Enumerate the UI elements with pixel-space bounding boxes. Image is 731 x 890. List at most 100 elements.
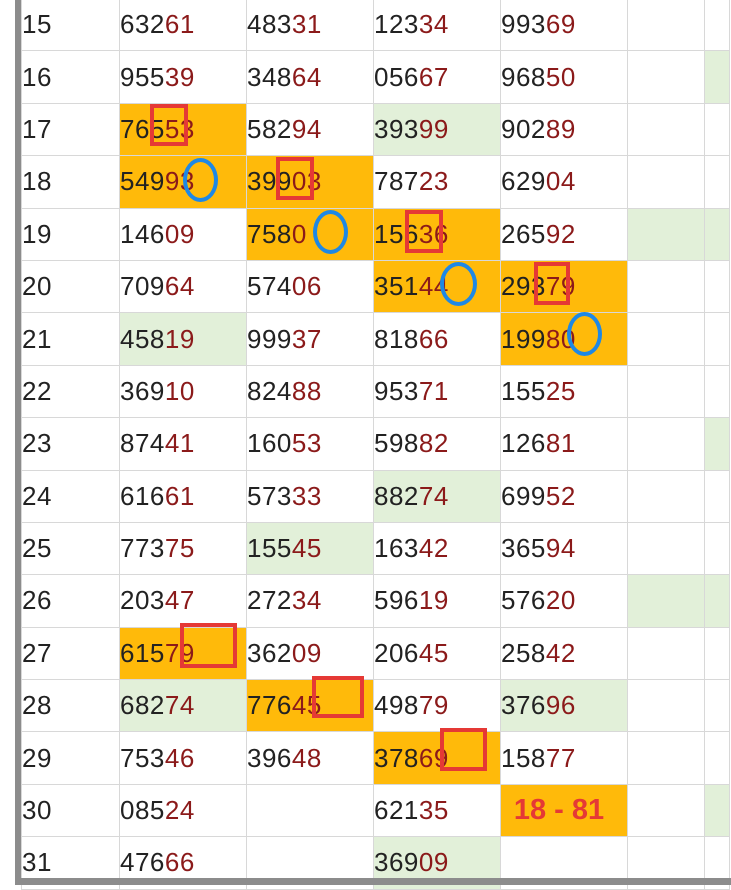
table-row: 23 87441 16053 59882 12681 bbox=[21, 417, 730, 471]
result-cell: 99369 bbox=[500, 0, 628, 52]
number-lead-digits: 160 bbox=[247, 428, 292, 459]
day-number: 27 bbox=[21, 626, 120, 681]
number-tail-digits: 23 bbox=[418, 166, 449, 197]
result-cell: 96850 bbox=[500, 50, 628, 104]
number-lead-digits: 574 bbox=[247, 271, 292, 302]
number-lead-digits: 348 bbox=[247, 61, 292, 92]
number-tail-digits: 25 bbox=[545, 375, 576, 406]
table-row: 16 95539 34864 05667 96850 bbox=[21, 50, 730, 104]
number-lead-digits: 146 bbox=[120, 218, 165, 249]
number-lead-digits: 573 bbox=[247, 480, 292, 511]
result-cell: 36910 bbox=[119, 364, 247, 419]
number-lead-digits: 155 bbox=[247, 533, 292, 564]
number-lead-digits: 629 bbox=[501, 166, 546, 197]
number-tail-digits: 67 bbox=[418, 61, 449, 92]
number-lead-digits: 776 bbox=[247, 690, 292, 721]
number-tail-digits: 0 bbox=[291, 218, 307, 249]
number-tail-digits: 47 bbox=[164, 585, 195, 616]
number-tail-digits: 45 bbox=[291, 533, 322, 564]
edge-cell bbox=[704, 731, 730, 785]
result-cell: 90289 bbox=[500, 102, 628, 157]
number-tail-digits: 94 bbox=[291, 113, 322, 144]
day-number: 28 bbox=[21, 679, 120, 733]
empty-cell bbox=[627, 521, 705, 576]
number-tail-digits: 03 bbox=[291, 166, 322, 197]
day-number: 18 bbox=[21, 155, 120, 209]
number-tail-digits: 09 bbox=[164, 218, 195, 249]
number-tail-digits: 09 bbox=[418, 847, 449, 878]
number-lead-digits: 158 bbox=[501, 742, 546, 773]
number-lead-digits: 632 bbox=[120, 9, 165, 40]
number-tail-digits: 64 bbox=[291, 61, 322, 92]
result-cell: 63261 bbox=[119, 0, 247, 52]
number-tail-digits: 37 bbox=[291, 323, 322, 354]
number-tail-digits: 94 bbox=[545, 533, 576, 564]
number-tail-digits: 66 bbox=[418, 323, 449, 354]
number-tail-digits: 71 bbox=[418, 375, 449, 406]
result-cell: 19980 bbox=[500, 312, 628, 366]
result-cell: 81866 bbox=[373, 312, 501, 366]
number-lead-digits: 458 bbox=[120, 323, 165, 354]
number-lead-digits: 376 bbox=[501, 690, 546, 721]
result-cell: 99937 bbox=[246, 312, 374, 366]
number-lead-digits: 598 bbox=[374, 428, 419, 459]
number-lead-digits: 596 bbox=[374, 585, 419, 616]
result-cell: 35144 bbox=[373, 259, 501, 314]
day-number: 17 bbox=[21, 102, 120, 157]
number-tail-digits: 44 bbox=[418, 271, 449, 302]
number-lead-digits: 582 bbox=[247, 113, 292, 144]
number-lead-digits: 265 bbox=[501, 218, 546, 249]
table-row: 18 54993 39903 78723 62904 bbox=[21, 155, 730, 209]
number-tail-digits: 75 bbox=[164, 533, 195, 564]
result-cell: 57620 bbox=[500, 574, 628, 628]
result-cell: 77645 bbox=[246, 679, 374, 733]
number-tail-digits: 50 bbox=[545, 61, 576, 92]
number-tail-digits: 69 bbox=[418, 742, 449, 773]
number-tail-digits: 48 bbox=[291, 742, 322, 773]
number-tail-digits: 79 bbox=[418, 690, 449, 721]
empty-cell bbox=[627, 417, 705, 471]
result-cell: 82488 bbox=[246, 364, 374, 419]
result-cell: 62135 bbox=[373, 783, 501, 838]
number-tail-digits: 45 bbox=[418, 637, 449, 668]
table-row: 28 68274 77645 49879 37696 bbox=[21, 679, 730, 733]
result-cell: 70964 bbox=[119, 259, 247, 314]
number-lead-digits: 258 bbox=[501, 637, 546, 668]
number-lead-digits: 393 bbox=[374, 113, 419, 144]
result-cell: 36209 bbox=[246, 626, 374, 681]
number-tail-digits: 35 bbox=[418, 795, 449, 826]
number-lead-digits: 206 bbox=[374, 637, 419, 668]
number-tail-digits: 41 bbox=[164, 428, 195, 459]
table-row: 25 77375 15545 16342 36594 bbox=[21, 521, 730, 576]
number-lead-digits: 549 bbox=[120, 166, 165, 197]
number-tail-digits: 64 bbox=[164, 271, 195, 302]
number-tail-digits: 45 bbox=[291, 690, 322, 721]
result-cell: 49879 bbox=[373, 679, 501, 733]
number-tail-digits: 99 bbox=[418, 113, 449, 144]
number-tail-digits: 88 bbox=[291, 375, 322, 406]
number-tail-digits: 96 bbox=[545, 690, 576, 721]
empty-cell bbox=[627, 50, 705, 104]
number-lead-digits: 293 bbox=[501, 271, 546, 302]
number-lead-digits: 993 bbox=[501, 9, 546, 40]
edge-cell bbox=[704, 0, 730, 52]
result-cell: 15525 bbox=[500, 364, 628, 419]
table-row: 26 20347 27234 59619 57620 bbox=[21, 574, 730, 628]
number-tail-digits: 77 bbox=[545, 742, 576, 773]
result-cell: 61661 bbox=[119, 469, 247, 523]
number-lead-digits: 955 bbox=[120, 61, 165, 92]
number-lead-digits: 085 bbox=[120, 795, 165, 826]
number-tail-digits: 61 bbox=[164, 9, 195, 40]
number-tail-digits: 74 bbox=[164, 690, 195, 721]
empty-cell bbox=[627, 626, 705, 681]
table-row: 30 08524 62135 18 - 81 bbox=[21, 783, 730, 838]
result-cell: 59882 bbox=[373, 417, 501, 471]
number-tail-digits: 42 bbox=[418, 533, 449, 564]
empty-cell bbox=[627, 312, 705, 366]
edge-cell bbox=[704, 417, 730, 471]
number-tail-digits: 46 bbox=[164, 742, 195, 773]
number-lead-digits: 126 bbox=[501, 428, 546, 459]
result-cell: 39648 bbox=[246, 731, 374, 785]
number-lead-digits: 351 bbox=[374, 271, 419, 302]
number-lead-digits: 765 bbox=[120, 113, 165, 144]
